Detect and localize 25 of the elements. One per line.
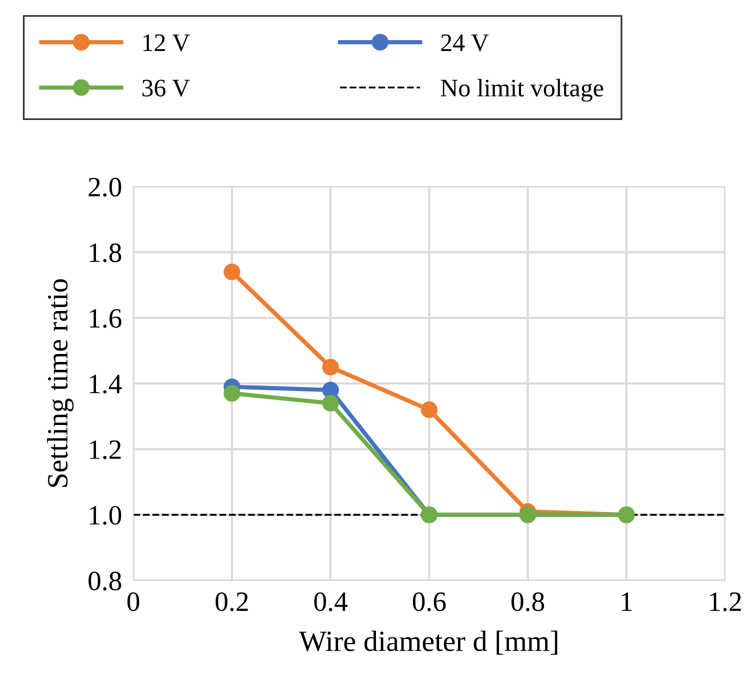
y-tick-label: 0.8 bbox=[88, 572, 122, 590]
x-tick-label: 0.4 bbox=[314, 592, 348, 612]
x-tick-label: 0 bbox=[127, 592, 140, 612]
x-tick-label: 1.2 bbox=[710, 592, 741, 612]
y-tick-label: 1.6 bbox=[90, 309, 122, 328]
y-tick-label: 1.4 bbox=[90, 374, 122, 394]
x-tick-label: 0.8 bbox=[511, 592, 544, 612]
y-tick-label: 2.0 bbox=[88, 178, 122, 197]
point bbox=[224, 385, 240, 402]
x-tick-label: 0.2 bbox=[216, 592, 248, 612]
y-tick-label: 1.8 bbox=[90, 243, 122, 262]
point bbox=[322, 394, 339, 412]
legend-label: 24 V bbox=[441, 34, 489, 52]
legend-label: No limit voltage bbox=[440, 78, 604, 102]
point bbox=[420, 401, 438, 418]
y-axis-title: Settling time ratio bbox=[47, 279, 74, 487]
y-tick-label: 1.2 bbox=[90, 440, 121, 460]
y-tick-label: 1.0 bbox=[90, 506, 122, 525]
x-tick-label: 0.6 bbox=[412, 592, 446, 612]
x-tick-label: 1 bbox=[622, 592, 632, 611]
x-axis-title: Wire diameter d [mm] bbox=[299, 630, 558, 655]
legend-label: 12 V bbox=[143, 34, 190, 52]
legend-label: 36 V bbox=[142, 80, 190, 97]
point bbox=[322, 358, 339, 376]
point bbox=[224, 264, 240, 280]
